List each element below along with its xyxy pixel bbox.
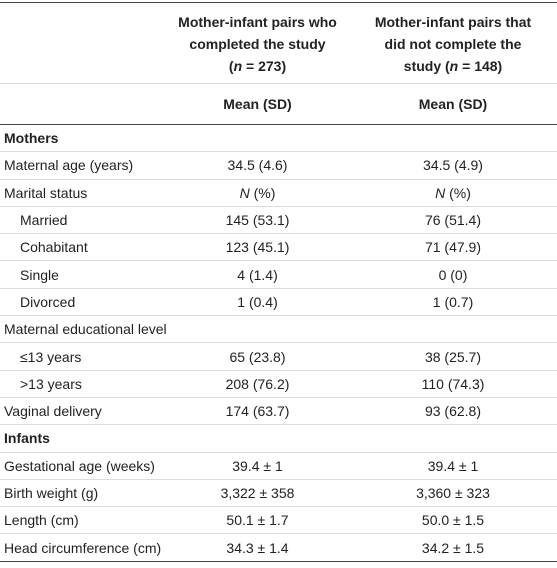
row-label: Single — [0, 260, 166, 289]
header-line: Mother-infant pairs that — [353, 11, 553, 33]
row-label: Birth weight (g) — [0, 478, 166, 507]
table-row: >13 years 208 (76.2) 110 (74.3) — [0, 369, 557, 398]
value-cell: 50.1 ± 1.7 — [166, 506, 349, 534]
header-line: Mother-infant pairs who — [170, 11, 345, 33]
table-row: Gestational age (weeks) 39.4 ± 1 39.4 ± 1 — [0, 451, 557, 480]
value-cell: 38 (25.7) — [349, 342, 557, 371]
header-line: (n = 273) — [170, 55, 345, 77]
value-cell: 50.0 ± 1.5 — [349, 506, 557, 534]
header-line: did not complete the — [353, 33, 553, 55]
text-run: (%) — [249, 184, 276, 201]
table-row: Mothers — [0, 125, 557, 152]
value-cell: 208 (76.2) — [166, 369, 349, 398]
header-line: completed the study — [170, 33, 345, 55]
text-run: completed the study — [189, 36, 326, 52]
subheader-cell: Mean (SD) — [349, 83, 557, 125]
text-run: = 273) — [242, 58, 287, 74]
column-header: Mother-infant pairs who completed the stu… — [166, 2, 349, 84]
row-label: Marital status — [0, 178, 166, 207]
value-cell: 4 (1.4) — [166, 260, 349, 289]
text-run: did not complete the — [384, 36, 522, 52]
value-cell: 39.4 ± 1 — [166, 451, 349, 480]
value-cell: 93 (62.8) — [349, 396, 557, 425]
value-cell: 65 (23.8) — [166, 342, 349, 371]
text-run: ( — [228, 58, 234, 74]
row-label: Maternal educational level — [0, 315, 167, 343]
section-label: Infants — [0, 424, 557, 453]
corner-cell — [0, 2, 166, 84]
section-label: Mothers — [4, 130, 59, 147]
table-head: Mother-infant pairs who completed the stu… — [0, 2, 557, 125]
table-row: Marital status N (%) N (%) — [0, 178, 557, 207]
value-cell: 123 (45.1) — [166, 233, 349, 261]
text-run: Mother-infant pairs that — [374, 14, 532, 30]
value-cell — [166, 315, 349, 343]
table-row: Maternal age (years) 34.5 (4.6) 34.5 (4.9) — [0, 151, 557, 180]
table-row: ≤13 years 65 (23.8) 38 (25.7) — [0, 342, 557, 371]
value-cell: N (%) — [349, 178, 557, 207]
table-row: Infants — [0, 424, 557, 453]
table-row: Married 145 (53.1) 76 (51.4) — [0, 205, 557, 234]
text-run: N — [239, 184, 250, 201]
row-label: >13 years — [0, 369, 166, 398]
table-row: Length (cm) 50.1 ± 1.7 50.0 ± 1.5 — [0, 506, 557, 534]
table-row: Single 4 (1.4) 0 (0) — [0, 260, 557, 289]
value-cell: 34.5 (4.6) — [166, 151, 349, 180]
text-run: (%) — [445, 184, 471, 201]
row-label: Divorced — [0, 287, 166, 316]
table-row: Birth weight (g) 3,322 ± 358 3,360 ± 323 — [0, 478, 557, 507]
table-row: Divorced 1 (0.4) 1 (0.7) — [0, 287, 557, 316]
text-run: Mother-infant pairs who — [178, 14, 337, 30]
text-run: n — [449, 58, 459, 74]
value-cell: 0 (0) — [349, 260, 557, 289]
value-cell — [349, 315, 557, 343]
text-run: = 148) — [458, 58, 503, 74]
text-run: n — [233, 58, 243, 74]
value-cell: 3,360 ± 323 — [349, 478, 557, 507]
table-row: Cohabitant 123 (45.1) 71 (47.9) — [0, 233, 557, 261]
row-label: ≤13 years — [0, 342, 166, 371]
subheader-row: Mean (SD) Mean (SD) — [0, 83, 557, 125]
row-label: Length (cm) — [0, 506, 166, 534]
value-cell: 1 (0.4) — [166, 287, 349, 316]
header-line: study (n = 148) — [353, 55, 553, 77]
value-cell: 76 (51.4) — [349, 205, 557, 234]
value-cell: 34.2 ± 1.5 — [349, 533, 557, 562]
value-cell: 145 (53.1) — [166, 205, 349, 234]
corner-cell — [0, 83, 166, 125]
subheader-cell: Mean (SD) — [166, 83, 349, 125]
table-row: Vaginal delivery 174 (63.7) 93 (62.8) — [0, 396, 557, 425]
row-label: Head circumference (cm) — [0, 533, 166, 562]
text-run: N — [435, 184, 446, 201]
table-body: Mothers Maternal age (years) 34.5 (4.6) 34.… — [0, 125, 557, 562]
value-cell: 34.3 ± 1.4 — [166, 533, 349, 562]
text-run: study ( — [403, 58, 450, 74]
row-label: Cohabitant — [0, 233, 166, 261]
header-row: Mother-infant pairs who completed the stu… — [0, 2, 557, 84]
value-cell: 34.5 (4.9) — [349, 151, 557, 180]
value-cell: 110 (74.3) — [349, 369, 557, 398]
value-cell: 39.4 ± 1 — [349, 451, 557, 480]
row-label: Married — [0, 205, 166, 234]
table-row: Head circumference (cm) 34.3 ± 1.4 34.2 ± … — [0, 533, 557, 562]
table-row: Maternal educational level — [0, 315, 557, 343]
value-cell: N (%) — [166, 178, 349, 207]
row-label: Maternal age (years) — [0, 151, 166, 180]
column-header: Mother-infant pairs that did not complete… — [349, 2, 557, 84]
row-label: Gestational age (weeks) — [0, 451, 166, 480]
value-cell: 71 (47.9) — [349, 233, 557, 261]
value-cell: 3,322 ± 358 — [166, 478, 349, 507]
value-cell: 174 (63.7) — [166, 396, 349, 425]
value-cell: 1 (0.7) — [349, 287, 557, 316]
row-label: Vaginal delivery — [0, 396, 166, 425]
